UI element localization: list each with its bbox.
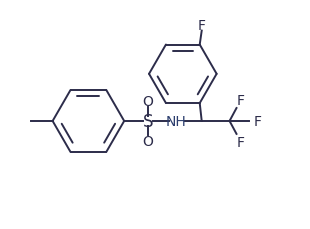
Text: S: S <box>143 112 153 130</box>
Text: F: F <box>237 94 245 108</box>
Text: NH: NH <box>166 114 186 128</box>
Text: F: F <box>198 19 206 33</box>
Text: O: O <box>143 95 153 109</box>
Text: F: F <box>237 135 245 149</box>
Text: F: F <box>253 114 261 128</box>
Text: O: O <box>143 134 153 148</box>
